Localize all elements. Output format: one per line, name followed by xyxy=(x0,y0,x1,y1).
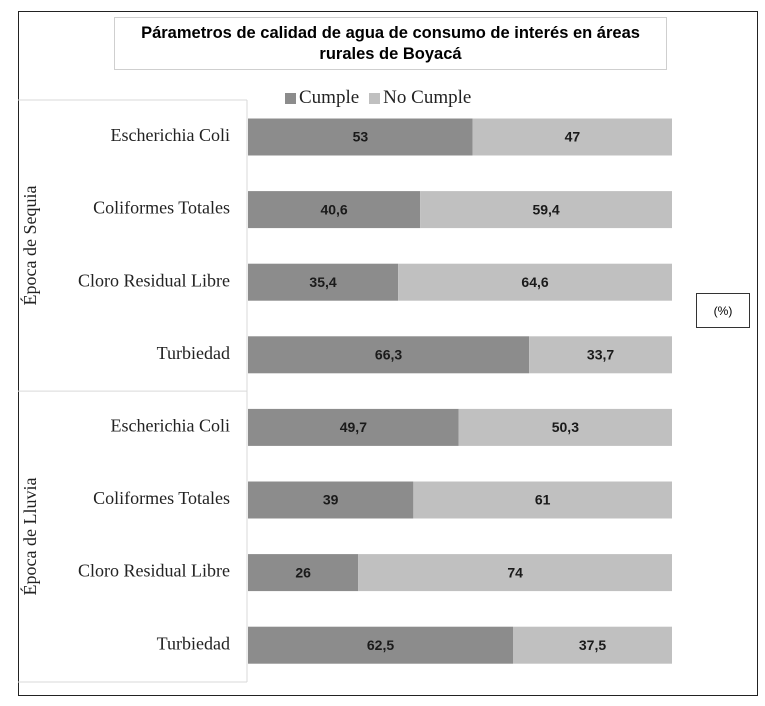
group-label: Época de Sequia xyxy=(19,186,40,306)
category-tick-label: Escherichia Coli xyxy=(111,125,230,145)
legend-item-no-cumple: No Cumple xyxy=(369,87,471,109)
bar-no-cumple xyxy=(472,118,672,156)
bar-cumple xyxy=(248,118,473,156)
chart-title-box: Párametros de calidad de agua de consumo… xyxy=(114,17,667,70)
bar-no-cumple xyxy=(358,554,672,592)
data-label: 40,6 xyxy=(320,201,347,217)
category-tick-label: Coliformes Totales xyxy=(93,198,230,218)
legend-swatch-cumple xyxy=(285,92,296,104)
bar-no-cumple xyxy=(513,626,672,664)
legend-label-cumple: Cumple xyxy=(299,87,360,108)
group-label: Época de Lluvia xyxy=(19,478,40,596)
category-tick-label: Turbiedad xyxy=(157,343,230,363)
chart-title: Párametros de calidad de agua de consumo… xyxy=(141,23,640,63)
bar-no-cumple xyxy=(420,191,672,229)
category-tick-label: Escherichia Coli xyxy=(111,416,230,436)
data-label: 26 xyxy=(295,564,311,580)
data-label: 39 xyxy=(323,492,339,508)
bar-no-cumple xyxy=(458,408,672,446)
data-label: 53 xyxy=(353,129,369,145)
bar-cumple xyxy=(248,336,530,374)
data-label: 35,4 xyxy=(309,274,336,290)
legend-item-cumple: Cumple xyxy=(285,87,359,109)
data-label: 59,4 xyxy=(532,201,559,217)
data-label: 37,5 xyxy=(579,637,606,653)
bar-cumple xyxy=(248,481,414,519)
unit-label: (%) xyxy=(713,303,733,318)
bar-no-cumple xyxy=(529,336,672,374)
chart-legend: Cumple No Cumple xyxy=(285,87,481,109)
data-label: 50,3 xyxy=(552,419,579,435)
data-label: 61 xyxy=(535,492,551,508)
data-label: 49,7 xyxy=(340,419,367,435)
legend-swatch-no-cumple xyxy=(369,92,381,104)
data-label: 74 xyxy=(507,564,523,580)
category-tick-label: Coliformes Totales xyxy=(93,488,230,508)
bar-cumple xyxy=(248,554,359,592)
bar-cumple xyxy=(248,408,459,446)
data-label: 33,7 xyxy=(587,347,614,363)
category-tick-label: Turbiedad xyxy=(157,633,230,653)
data-label: 66,3 xyxy=(375,347,402,363)
bar-cumple xyxy=(248,263,399,301)
category-tick-label: Cloro Residual Libre xyxy=(78,270,230,290)
unit-label-box: (%) xyxy=(696,293,750,328)
legend-label-no-cumple: No Cumple xyxy=(383,87,472,108)
bar-cumple xyxy=(248,626,513,664)
bar-cumple xyxy=(248,191,421,229)
bar-no-cumple xyxy=(398,263,672,301)
data-label: 62,5 xyxy=(367,637,394,653)
data-label: 64,6 xyxy=(521,274,548,290)
bar-no-cumple xyxy=(413,481,672,519)
category-tick-label: Cloro Residual Libre xyxy=(78,561,230,581)
data-label: 47 xyxy=(565,129,581,145)
